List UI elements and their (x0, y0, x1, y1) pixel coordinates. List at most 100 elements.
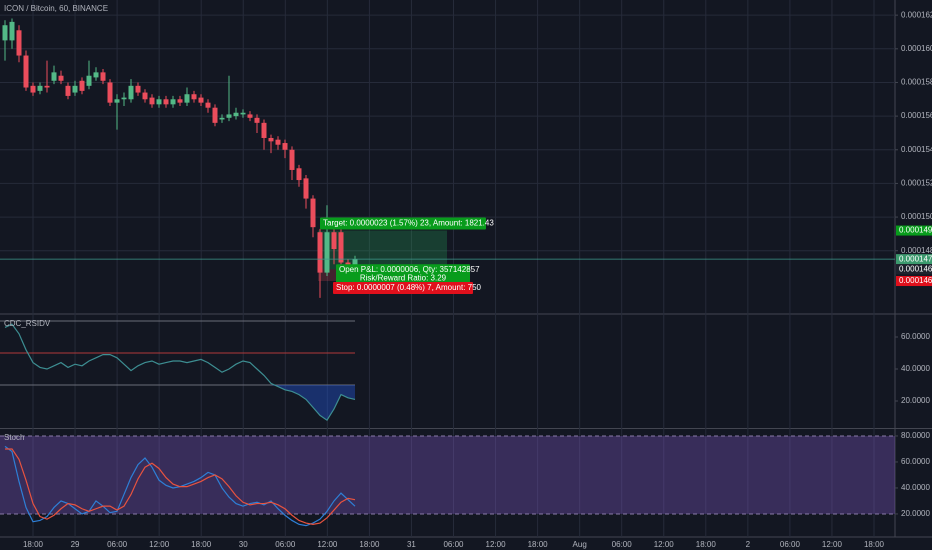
y-tick-label: 0.0001480 (901, 246, 932, 255)
candle-body (352, 259, 358, 268)
candle-body (331, 232, 337, 250)
candle-body (226, 114, 232, 118)
y-tick-label: 0.0001560 (901, 111, 932, 120)
candle-body (177, 99, 183, 103)
candle-body (338, 232, 344, 263)
candle-body (296, 168, 302, 181)
candle-body (114, 99, 120, 103)
candle-body (170, 99, 176, 105)
x-tick-label: 06:00 (780, 540, 801, 549)
price-axis-label: 0.0001469 (899, 264, 932, 273)
x-tick-label: 12:00 (822, 540, 843, 549)
x-tick-label: 12:00 (486, 540, 507, 549)
y-tick-label: 20.0000 (901, 396, 930, 405)
candle-body (44, 85, 50, 88)
x-tick-label: 06:00 (275, 540, 296, 549)
x-tick-label: 12:00 (654, 540, 675, 549)
candle-body (198, 97, 204, 103)
indicator-title: Stoch (4, 433, 24, 442)
stop-label-bg (333, 282, 473, 295)
x-tick-label: 06:00 (107, 540, 128, 549)
candle-body (65, 85, 71, 96)
candle-body (191, 94, 197, 100)
indicator-line (5, 448, 356, 525)
candle-body (310, 198, 316, 228)
x-tick-label: 18:00 (23, 540, 44, 549)
candle-body (149, 97, 155, 105)
candle-body (2, 25, 8, 41)
y-tick-label: 0.0001500 (901, 212, 932, 221)
price-axis-label-bg (896, 264, 932, 275)
target-label: Target: 0.0000023 (1.57%) 23, Amount: 18… (323, 219, 494, 228)
target-label-bg (320, 217, 486, 230)
candle-body (303, 178, 309, 199)
y-tick-label: 0.0001520 (901, 179, 932, 188)
x-tick-label: 06:00 (612, 540, 633, 549)
price-axis-label-bg (896, 276, 932, 287)
candle-body (184, 94, 190, 103)
x-tick-label: 30 (239, 540, 248, 549)
target-zone (318, 230, 447, 270)
x-tick-label: 18:00 (864, 540, 885, 549)
candle-body (72, 85, 78, 93)
candle-body (205, 102, 211, 108)
candle-body (93, 72, 99, 78)
candle-body (219, 117, 225, 120)
candle-body (317, 232, 323, 273)
candle-body (233, 112, 239, 117)
candle-body (254, 117, 260, 123)
y-tick-label: 40.0000 (901, 483, 930, 492)
candle-body (247, 114, 253, 118)
y-tick-label: 60.0000 (901, 332, 930, 341)
candle-body (58, 75, 64, 81)
y-tick-label: 0.0001580 (901, 78, 932, 87)
y-tick-label: 0.0001600 (901, 44, 932, 53)
pnl-label-bg (336, 264, 470, 284)
x-tick-label: 06:00 (443, 540, 464, 549)
candle-body (261, 122, 267, 138)
y-tick-label: 0.0001540 (901, 145, 932, 154)
y-tick-label: 0.0001620 (901, 10, 932, 19)
price-axis-label: 0.0001492 (899, 226, 932, 235)
candle-body (135, 85, 141, 93)
x-tick-label: 18:00 (528, 540, 549, 549)
oversold-fill (271, 385, 355, 421)
candle-body (37, 85, 43, 91)
pnl-label: Open P&L: 0.0000006, Qty: 357142857 (339, 265, 480, 274)
stop-label: Stop: 0.0000007 (0.48%) 7, Amount: 750 (336, 283, 482, 292)
y-tick-label: 80.0000 (901, 431, 930, 440)
candle-body (142, 92, 148, 100)
x-tick-label: 2 (746, 540, 751, 549)
candle-body (100, 72, 106, 81)
candle-body (107, 82, 113, 103)
candle-body (345, 262, 351, 266)
price-axis-label-bg (896, 254, 932, 265)
candle-body (128, 85, 134, 100)
y-tick-label: 40.0000 (901, 364, 930, 373)
y-tick-label: 20.0000 (901, 509, 930, 518)
y-tick-label: 60.0000 (901, 457, 930, 466)
candle-body (282, 143, 288, 150)
x-tick-label: 18:00 (696, 540, 717, 549)
price-axis-label: 0.0001462 (899, 276, 932, 285)
candle-body (240, 112, 246, 115)
candle-body (156, 99, 162, 105)
x-tick-label: 12:00 (149, 540, 170, 549)
x-tick-label: Aug (573, 540, 587, 549)
indicator-title: CDC_RSIDV (4, 319, 51, 328)
candle-body (163, 99, 169, 105)
candle-body (9, 21, 15, 41)
band (0, 435, 895, 514)
candle-body (275, 139, 281, 145)
candle-body (30, 85, 36, 93)
x-tick-label: 31 (407, 540, 416, 549)
chart-title: ICON / Bitcoin, 60, BINANCE (4, 4, 108, 13)
candle-body (324, 232, 330, 273)
candle-body (16, 30, 22, 56)
candle-body (289, 149, 295, 170)
candle-body (79, 80, 85, 91)
candle-body (212, 107, 218, 123)
indicator-line (4, 323, 356, 422)
x-tick-label: 12:00 (317, 540, 338, 549)
